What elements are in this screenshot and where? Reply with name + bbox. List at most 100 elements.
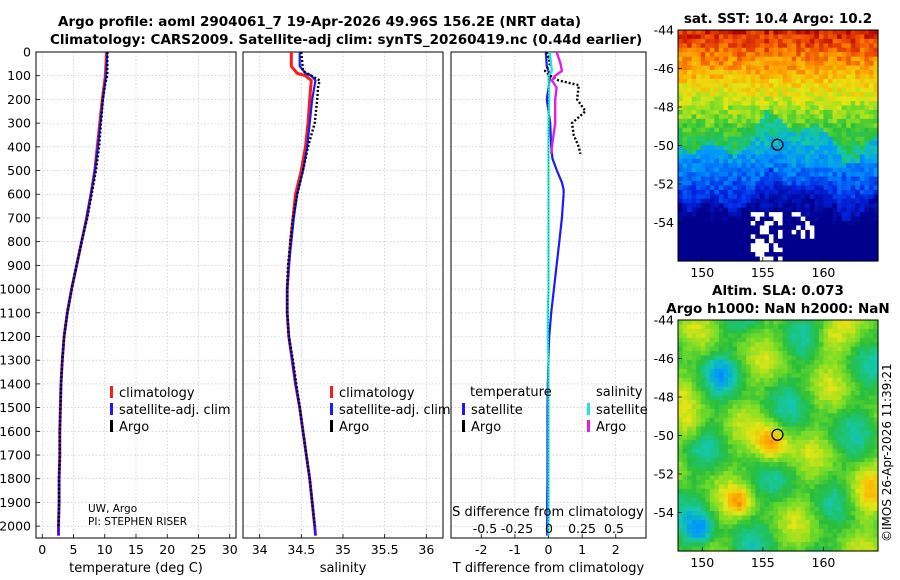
heatmap-cell	[778, 172, 784, 178]
heatmap-cell	[773, 391, 779, 397]
heatmap-cell	[700, 207, 706, 213]
heatmap-cell	[759, 163, 765, 169]
heatmap-cell	[809, 488, 815, 494]
heatmap-cell	[868, 488, 875, 494]
heatmap-cell	[759, 243, 765, 249]
heatmap-cell	[764, 466, 770, 472]
heatmap-cell	[846, 413, 852, 419]
heatmap-cell	[682, 243, 688, 249]
heatmap-cell	[750, 373, 756, 379]
heatmap-cell	[778, 96, 784, 102]
heatmap-cell	[855, 404, 861, 410]
y-tick-label: 1300	[0, 353, 31, 368]
heatmap-cell	[768, 181, 775, 187]
heatmap-cell	[873, 320, 879, 326]
heatmap-cell	[809, 167, 815, 173]
heatmap-cell	[778, 404, 784, 410]
heatmap-cell	[700, 221, 706, 227]
heatmap-cell	[778, 417, 784, 423]
heatmap-cell	[828, 462, 834, 468]
heatmap-cell	[818, 78, 825, 84]
heatmap-cell	[691, 216, 697, 222]
heatmap-cell	[832, 83, 838, 89]
heatmap-cell	[809, 252, 815, 258]
heatmap-cell	[764, 533, 770, 539]
heatmap-cell	[728, 252, 734, 258]
heatmap-cell	[746, 422, 752, 428]
heatmap-cell	[696, 158, 702, 164]
heatmap-cell	[709, 65, 715, 71]
legend-swatch-temp	[110, 386, 113, 398]
heatmap-cell	[723, 471, 729, 477]
heatmap-cell	[864, 395, 870, 401]
heatmap-cell	[873, 229, 879, 235]
heatmap-cell	[705, 56, 711, 62]
heatmap-cell	[691, 207, 697, 213]
heatmap-cell	[818, 52, 825, 58]
heatmap-cell	[728, 234, 734, 240]
heatmap-cell	[855, 185, 861, 191]
heatmap-cell	[737, 154, 743, 160]
heatmap-cell	[873, 101, 879, 107]
heatmap-cell	[714, 355, 720, 361]
heatmap-cell	[828, 408, 834, 414]
heatmap-cell	[855, 391, 861, 397]
heatmap-cell	[855, 109, 861, 115]
heatmap-cell	[678, 167, 684, 173]
heatmap-cell	[714, 466, 720, 472]
heatmap-cell	[709, 194, 715, 200]
heatmap-cell	[855, 65, 861, 71]
heatmap-cell	[859, 114, 865, 120]
heatmap-cell	[705, 417, 711, 423]
heatmap-cell	[678, 479, 684, 485]
heatmap-cell	[773, 342, 779, 348]
heatmap-cell	[855, 373, 861, 379]
heatmap-cell	[832, 399, 838, 405]
heatmap-cell	[805, 546, 811, 552]
title-line-2: Climatology: CARS2009. Satellite-adj cli…	[50, 32, 643, 48]
heatmap-cell	[787, 101, 793, 107]
heatmap-cell	[700, 382, 706, 388]
heatmap-cell	[850, 194, 856, 200]
heatmap-cell	[828, 181, 834, 187]
heatmap-cell	[764, 528, 770, 534]
heatmap-cell	[750, 368, 756, 374]
heatmap-cell	[841, 382, 847, 388]
heatmap-cell	[746, 34, 752, 40]
heatmap-cell	[709, 448, 715, 454]
heatmap-cell	[709, 105, 715, 111]
heatmap-cell	[778, 225, 784, 231]
heatmap-cell	[750, 528, 756, 534]
heatmap-cell	[750, 395, 756, 401]
heatmap-cell	[868, 417, 875, 423]
heatmap-cell	[682, 355, 688, 361]
heatmap-cell	[732, 466, 738, 472]
heatmap-cell	[709, 163, 715, 169]
heatmap-cell	[728, 149, 734, 155]
y-tick-label: -50	[654, 428, 674, 443]
heatmap-cell	[741, 225, 747, 231]
heatmap-cell	[841, 145, 847, 151]
heatmap-cell	[850, 497, 856, 503]
heatmap-cell	[800, 216, 806, 222]
heatmap-cell	[787, 333, 793, 339]
heatmap-cell	[868, 69, 875, 76]
heatmap-cell	[678, 238, 684, 244]
heatmap-cell	[691, 43, 697, 49]
heatmap-cell	[723, 515, 729, 521]
heatmap-cell	[741, 515, 747, 521]
heatmap-cell	[714, 399, 720, 405]
heatmap-cell	[868, 221, 875, 227]
heatmap-cell	[787, 141, 793, 147]
heatmap-cell	[718, 377, 725, 383]
heatmap-cell	[787, 462, 793, 468]
heatmap-cell	[800, 114, 806, 120]
heatmap-cell	[741, 359, 747, 366]
heatmap-cell	[873, 493, 879, 499]
heatmap-cell	[846, 154, 852, 160]
heatmap-cell	[746, 225, 752, 231]
heatmap-cell	[868, 136, 875, 142]
heatmap-cell	[859, 351, 865, 357]
heatmap-cell	[773, 118, 779, 124]
